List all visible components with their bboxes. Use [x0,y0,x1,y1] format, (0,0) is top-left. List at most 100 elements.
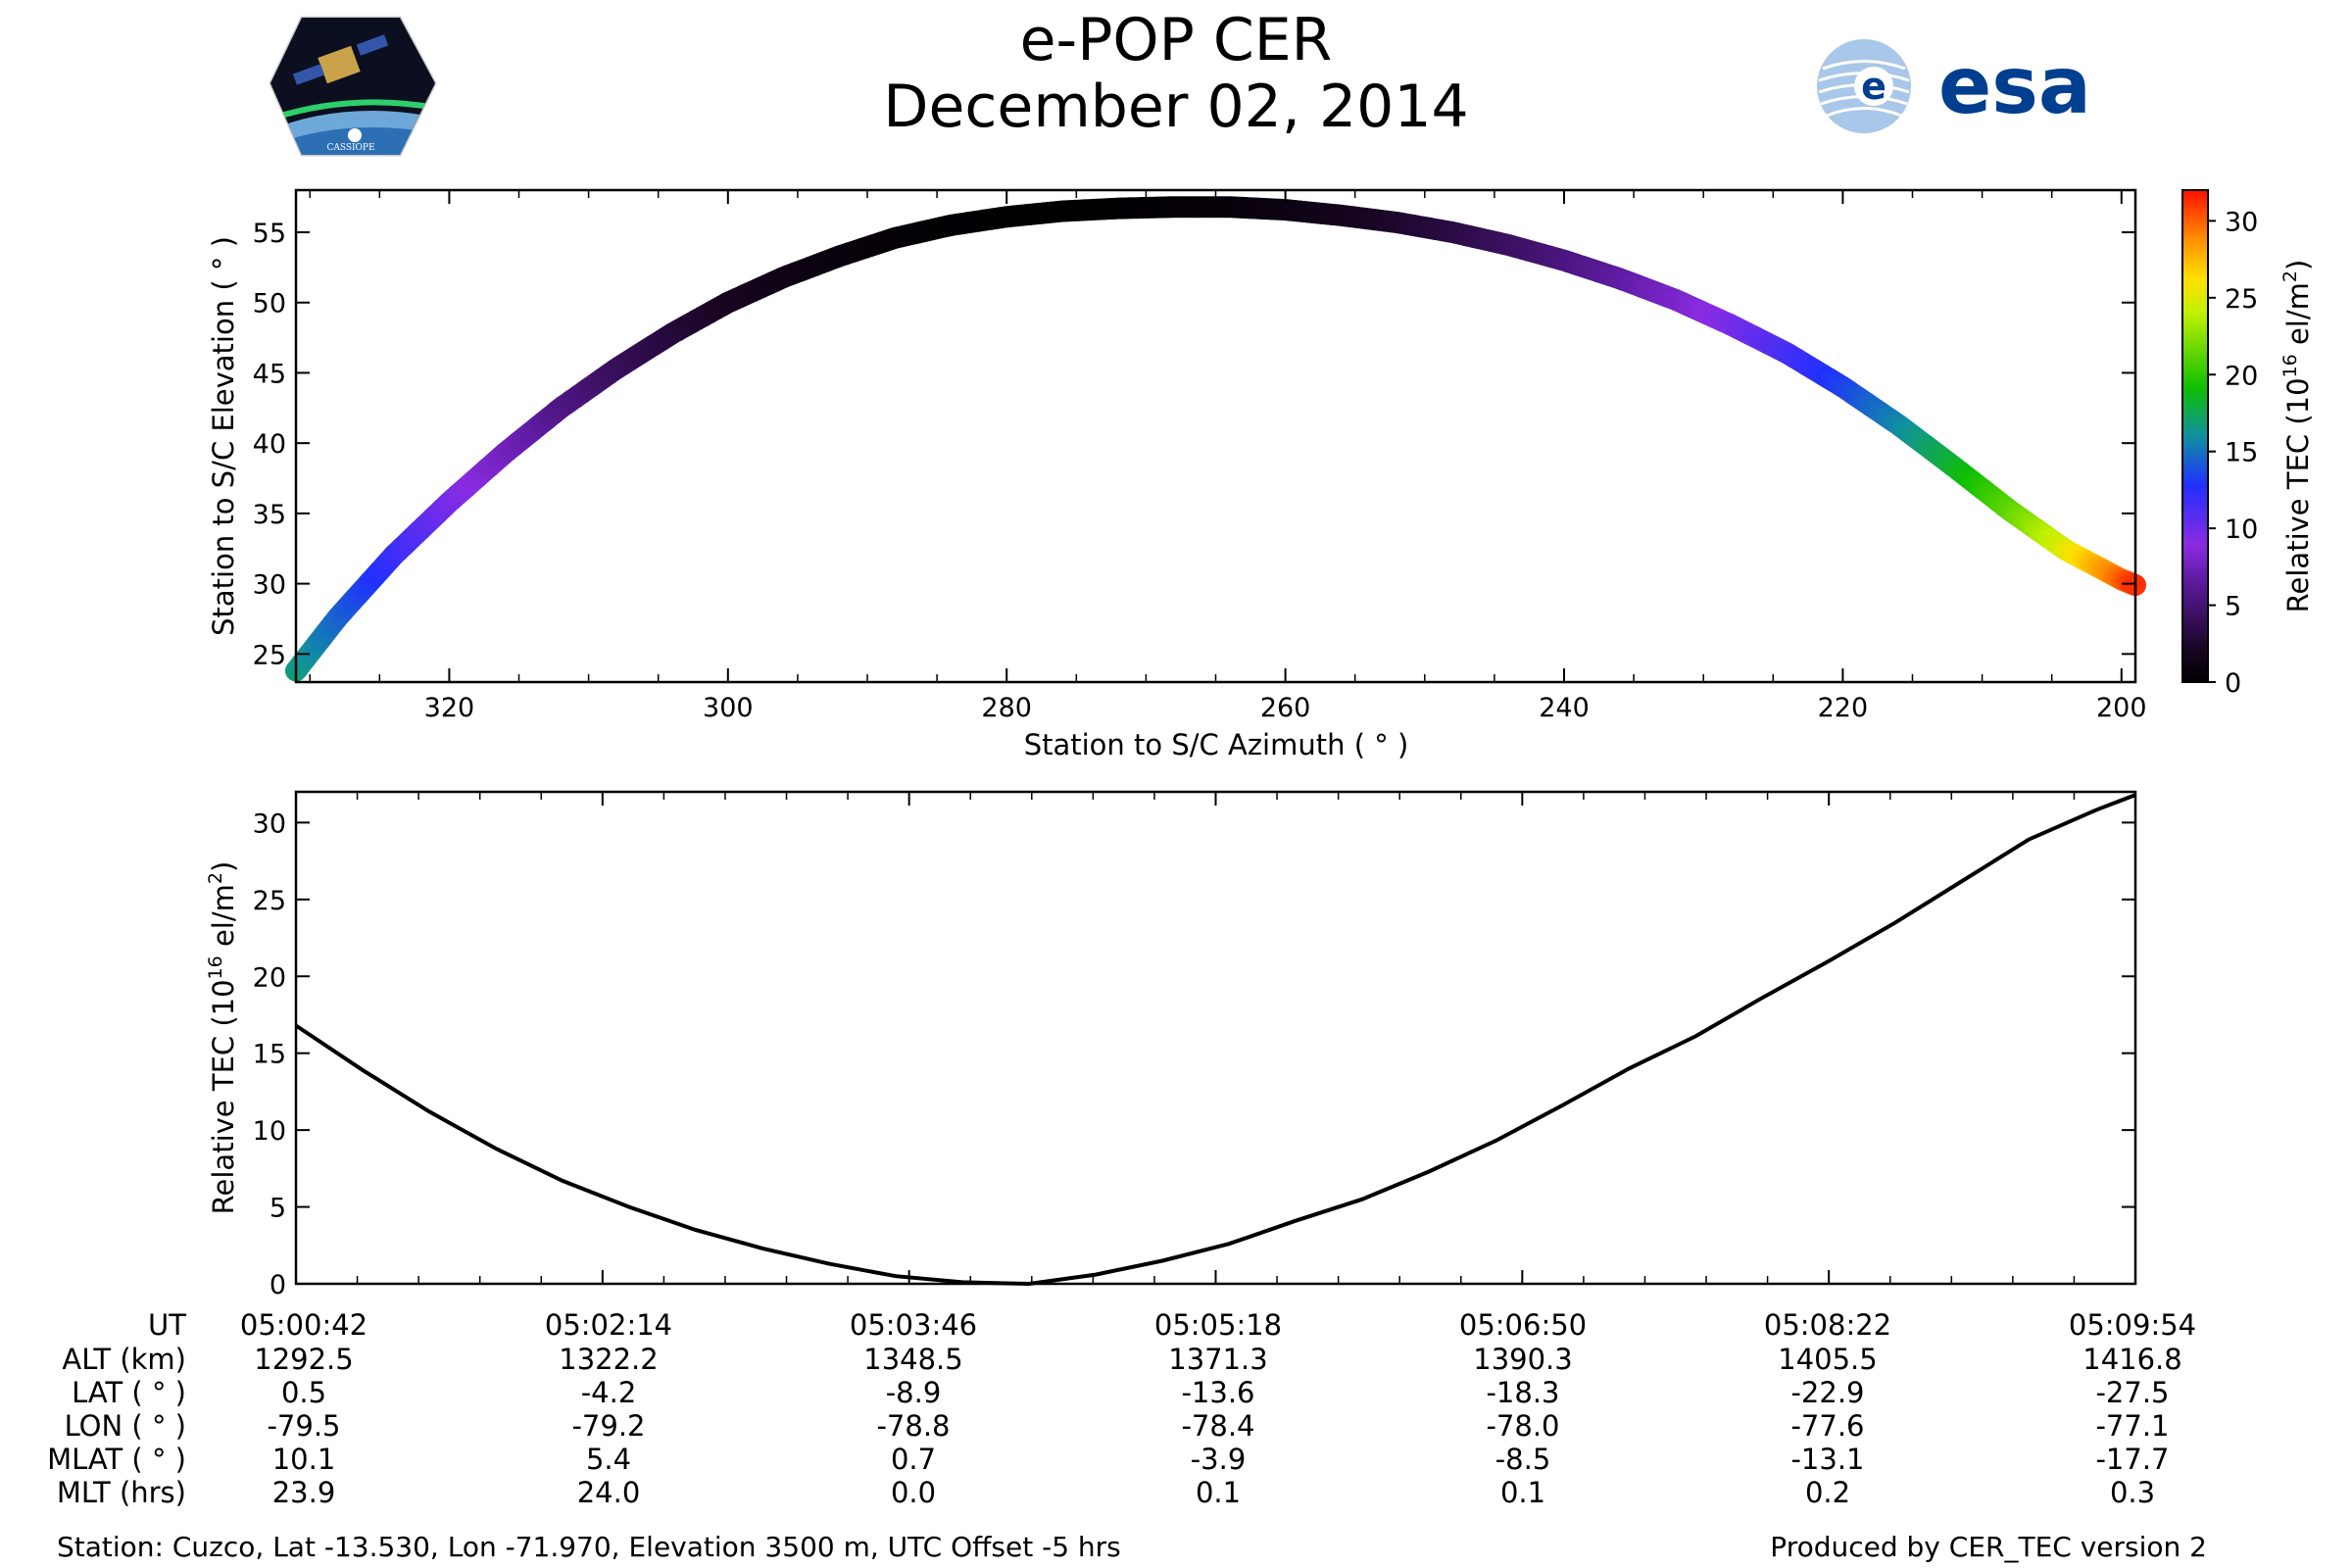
table-cell: 1292.5 [254,1343,353,1376]
colorbar-ticks: 0 5 10 15 20 25 30 [2208,207,2258,699]
x-tick-label: 260 [1260,693,1311,723]
tec-y-tick-label: 5 [270,1194,286,1224]
table-cell: 5.4 [586,1443,631,1476]
colorbar-tick-label: 25 [2225,284,2258,315]
colorbar-tick-label: 10 [2225,514,2258,545]
colorbar: 0 5 10 15 20 25 30 Relative TEC (1016 el/m2) [2181,189,2315,699]
table-cell: 23.9 [272,1476,336,1509]
tec-y-tick-label: 30 [253,808,286,839]
tec-series-line [294,793,2136,1287]
table-cell: -18.3 [1486,1376,1559,1409]
trajectory-points [285,196,2146,682]
colorbar-label: Relative TEC (1016 el/m2) [2279,260,2315,613]
colorbar-tick-label: 20 [2225,361,2258,391]
y-axis-label: Station to S/C Elevation ( ° ) [207,236,240,636]
x-tick-label: 240 [1539,693,1590,723]
tec-y-axis-label: Relative TEC (1016 el/m2) [205,861,240,1215]
table-cell: 05:05:18 [1154,1308,1282,1342]
table-cell: -77.1 [2095,1409,2169,1443]
y-tick-label: 30 [253,570,286,601]
table-cell: 1416.8 [2082,1343,2181,1376]
tec-y-tick-label: 10 [253,1116,286,1147]
table-cell: -8.5 [1495,1443,1551,1476]
table-cell: -3.9 [1191,1443,1247,1476]
tec-y-tick-label: 15 [253,1040,286,1070]
table-cell: -22.9 [1790,1376,1864,1409]
esa-logo-text: esa [1938,40,2091,131]
table-cell: -8.9 [886,1376,942,1409]
table-row-label: UT [148,1308,186,1342]
table-row-label: ALT (km) [62,1343,186,1376]
table-cell: 0.1 [1196,1476,1241,1509]
table-cell: 1371.3 [1168,1343,1267,1376]
tec-y-tick-label: 20 [253,962,286,993]
tec-time-plot: 0 5 10 15 20 25 30 Relative TEC (1016 el/m2) [205,790,2137,1300]
table-cell: 0.0 [891,1476,936,1509]
table-cell: 1390.3 [1473,1343,1572,1376]
x-tick-label: 280 [981,693,1032,723]
table-cell: 1322.2 [559,1343,658,1376]
table-cell: 0.5 [281,1376,326,1409]
produced-by: Produced by CER_TEC version 2 [1770,1531,2207,1563]
table-cell: -17.7 [2095,1443,2169,1476]
table-row-label: LON ( ° ) [65,1409,186,1443]
top-axis-ticks: 320 300 280 260 240 220 200 25 30 35 40 45 50 55 [253,190,2147,723]
tec-y-tick-label: 0 [270,1270,286,1300]
colorbar-tick-label: 5 [2225,592,2241,622]
table-row-label: LAT ( ° ) [72,1376,186,1409]
table-cell: 05:00:42 [240,1308,368,1342]
table-cell: -79.2 [571,1409,645,1443]
cassiope-logo-text: CASSIOPE [326,143,374,153]
table-cell: -27.5 [2095,1376,2169,1409]
table-cell: 24.0 [577,1476,641,1509]
chart-subtitle: December 02, 2014 [883,73,1469,141]
table-cell: 05:09:54 [2069,1308,2196,1342]
table-cell: -13.1 [1790,1443,1864,1476]
table-cell: 05:06:50 [1459,1308,1587,1342]
x-tick-label: 220 [1818,693,1869,723]
colorbar-tick-label: 15 [2225,438,2258,468]
table-cell: 1405.5 [1778,1343,1877,1376]
cassiope-mission-logo: CASSIOPE [269,16,437,157]
table-cell: 0.1 [1500,1476,1545,1509]
table-row-label: MLT (hrs) [57,1476,186,1509]
table-cell: 10.1 [272,1443,336,1476]
elevation-azimuth-plot: 320 300 280 260 240 220 200 25 30 35 40 45 50 55 Stat… [207,188,2147,761]
station-info: Station: Cuzco, Lat -13.530, Lon -71.970… [57,1531,1121,1563]
y-tick-label: 55 [253,219,286,249]
table-cell: 05:08:22 [1764,1308,1891,1342]
x-tick-label: 200 [2096,693,2147,723]
table-cell: 05:03:46 [850,1308,977,1342]
y-tick-label: 50 [253,289,286,319]
bottom-axis-ticks: 0 5 10 15 20 25 30 [253,792,2136,1300]
esa-logo: e esa [1817,39,2091,133]
x-axis-label: Station to S/C Azimuth ( ° ) [1024,728,1409,761]
table-cell: -78.8 [876,1409,950,1443]
y-tick-label: 35 [253,500,286,530]
y-tick-label: 25 [253,640,286,670]
y-tick-label: 45 [253,359,286,389]
colorbar-tick-label: 30 [2225,207,2258,237]
table-cell: -78.0 [1486,1409,1559,1443]
table-cell: 0.7 [891,1443,936,1476]
table-cell: 1348.5 [863,1343,962,1376]
table-cell: -4.2 [581,1376,637,1409]
table-cell: -77.6 [1790,1409,1864,1443]
table-cell: 05:02:14 [545,1308,672,1342]
x-tick-label: 320 [424,693,475,723]
table-row-label: MLAT ( ° ) [47,1443,186,1476]
table-cell: -79.5 [267,1409,340,1443]
y-tick-label: 40 [253,429,286,460]
chart-title: e-POP CER [1019,6,1333,74]
x-tick-label: 300 [703,693,754,723]
table-cell: -78.4 [1181,1409,1254,1443]
table-cell: 0.3 [2110,1476,2155,1509]
table-cell: -13.6 [1181,1376,1254,1409]
bottom-plot-frame [294,790,2137,1286]
svg-text:e: e [1861,65,1886,108]
table-cell: 0.2 [1805,1476,1850,1509]
colorbar-tick-label: 0 [2225,668,2241,699]
top-plot-frame [294,188,2137,684]
